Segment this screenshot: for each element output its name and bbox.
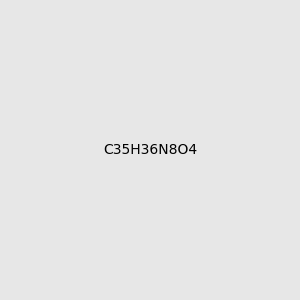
Text: C35H36N8O4: C35H36N8O4 (103, 143, 197, 157)
